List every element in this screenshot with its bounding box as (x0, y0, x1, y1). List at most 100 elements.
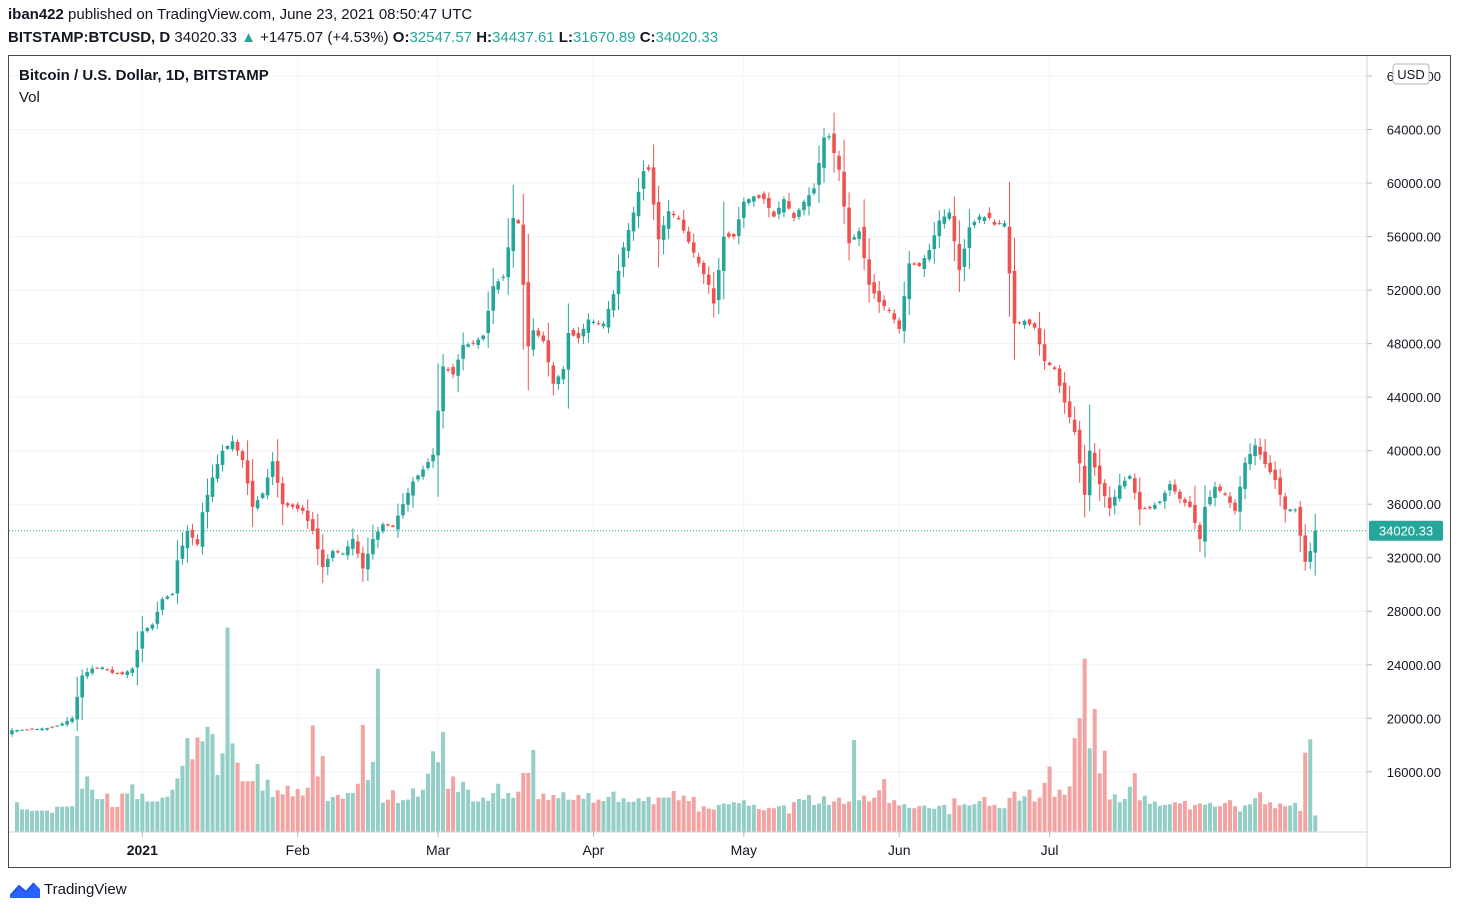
candle (140, 616, 145, 663)
volume-bar (917, 806, 922, 832)
candle-body (767, 197, 771, 208)
volume-bar (441, 732, 446, 832)
tradingview-footer[interactable]: TradingView (10, 880, 127, 898)
volume-bar (1288, 805, 1293, 832)
candle (837, 150, 841, 182)
candle (396, 503, 400, 538)
candle-body (711, 288, 716, 304)
volume-bar (110, 807, 115, 832)
candle (255, 495, 260, 511)
volume-bar (1072, 738, 1077, 832)
candle (867, 238, 871, 303)
candle (60, 722, 64, 727)
candle (586, 313, 591, 343)
candle-body (1037, 328, 1042, 345)
candle (947, 208, 952, 221)
volume-bar (1258, 792, 1263, 832)
candle-body (386, 524, 390, 526)
volume-bar (1157, 805, 1162, 832)
candle (1002, 220, 1007, 228)
candle (1127, 474, 1132, 480)
volume-bar (340, 798, 345, 832)
volume-bar (987, 805, 992, 832)
candle-body (536, 330, 541, 336)
candle (1228, 491, 1232, 509)
volume-bar (365, 780, 370, 832)
candle-body (626, 229, 631, 252)
candle (962, 239, 967, 282)
candle (1112, 489, 1117, 515)
volume-bar (731, 802, 736, 832)
candle-body (295, 504, 300, 509)
candle (1183, 497, 1187, 507)
candle-body (1258, 446, 1262, 455)
candle-body (471, 342, 475, 344)
candle-body (1303, 535, 1308, 562)
volume-bar (982, 796, 987, 832)
candle (1138, 477, 1142, 526)
candle-body (135, 650, 140, 668)
volume-bar (1137, 800, 1142, 832)
volume-bar (576, 794, 581, 832)
candle (1047, 361, 1052, 366)
candle-body (1203, 506, 1207, 542)
volume-bar (145, 801, 150, 832)
volume-bar (431, 751, 436, 832)
candle (787, 192, 791, 211)
volume-bar (636, 798, 641, 832)
candle-body (1067, 401, 1072, 418)
volume-bar (1283, 806, 1288, 832)
time-axis: 2021 Feb Mar Apr May Jun Jul (127, 832, 1059, 858)
candle-body (1178, 491, 1182, 499)
chart-grid (9, 56, 1367, 832)
volume-bar (120, 793, 125, 832)
candle-body (1298, 506, 1303, 536)
volume-bar (521, 772, 526, 832)
candle (366, 537, 370, 582)
candle (621, 241, 626, 278)
volume-bar (240, 781, 245, 832)
candle-body (661, 225, 666, 240)
candle (1037, 311, 1042, 356)
candle-body (195, 539, 200, 545)
candle-body (300, 507, 305, 511)
volume-bar (1067, 786, 1072, 832)
publisher-username[interactable]: iban422 (8, 6, 64, 23)
candle (15, 729, 19, 733)
candle (441, 353, 445, 429)
candle-body (616, 270, 621, 295)
candle-body (391, 525, 395, 527)
candle-body (757, 195, 761, 198)
volume-bar (115, 806, 120, 832)
candle (305, 499, 310, 529)
candle-body (356, 541, 360, 554)
volume-bar (601, 801, 606, 832)
candle (757, 193, 761, 200)
candle (295, 502, 300, 512)
publish-line: iban422 published on TradingView.com, Ju… (8, 6, 472, 23)
candle (576, 327, 581, 344)
volume-bar (716, 805, 721, 832)
volume-bar (170, 789, 175, 832)
candle (987, 207, 992, 221)
candle (406, 488, 410, 512)
series-legend-title[interactable]: Bitcoin / U.S. Dollar, 1D, BITSTAMP (19, 67, 269, 84)
volume-bar (491, 793, 496, 832)
candle-body (1173, 484, 1177, 492)
volume-bar (791, 802, 796, 832)
currency-badge[interactable]: USD (1392, 63, 1430, 85)
candle (215, 454, 220, 483)
tradingview-brand: TradingView (44, 880, 127, 898)
candle (1218, 483, 1222, 493)
price-chart[interactable]: 16000.00 20000.00 24000.00 28000.00 32000.00… (9, 56, 1450, 867)
candle-body (1057, 368, 1062, 386)
candle-body (1168, 484, 1172, 491)
candle (300, 504, 305, 515)
volume-bar (1228, 800, 1233, 832)
volume-bar (375, 668, 380, 832)
candle (561, 366, 566, 385)
candle-body (952, 216, 957, 242)
volume-legend[interactable]: Vol (19, 89, 40, 106)
volume-bar (95, 799, 100, 832)
candle-body (972, 221, 977, 226)
